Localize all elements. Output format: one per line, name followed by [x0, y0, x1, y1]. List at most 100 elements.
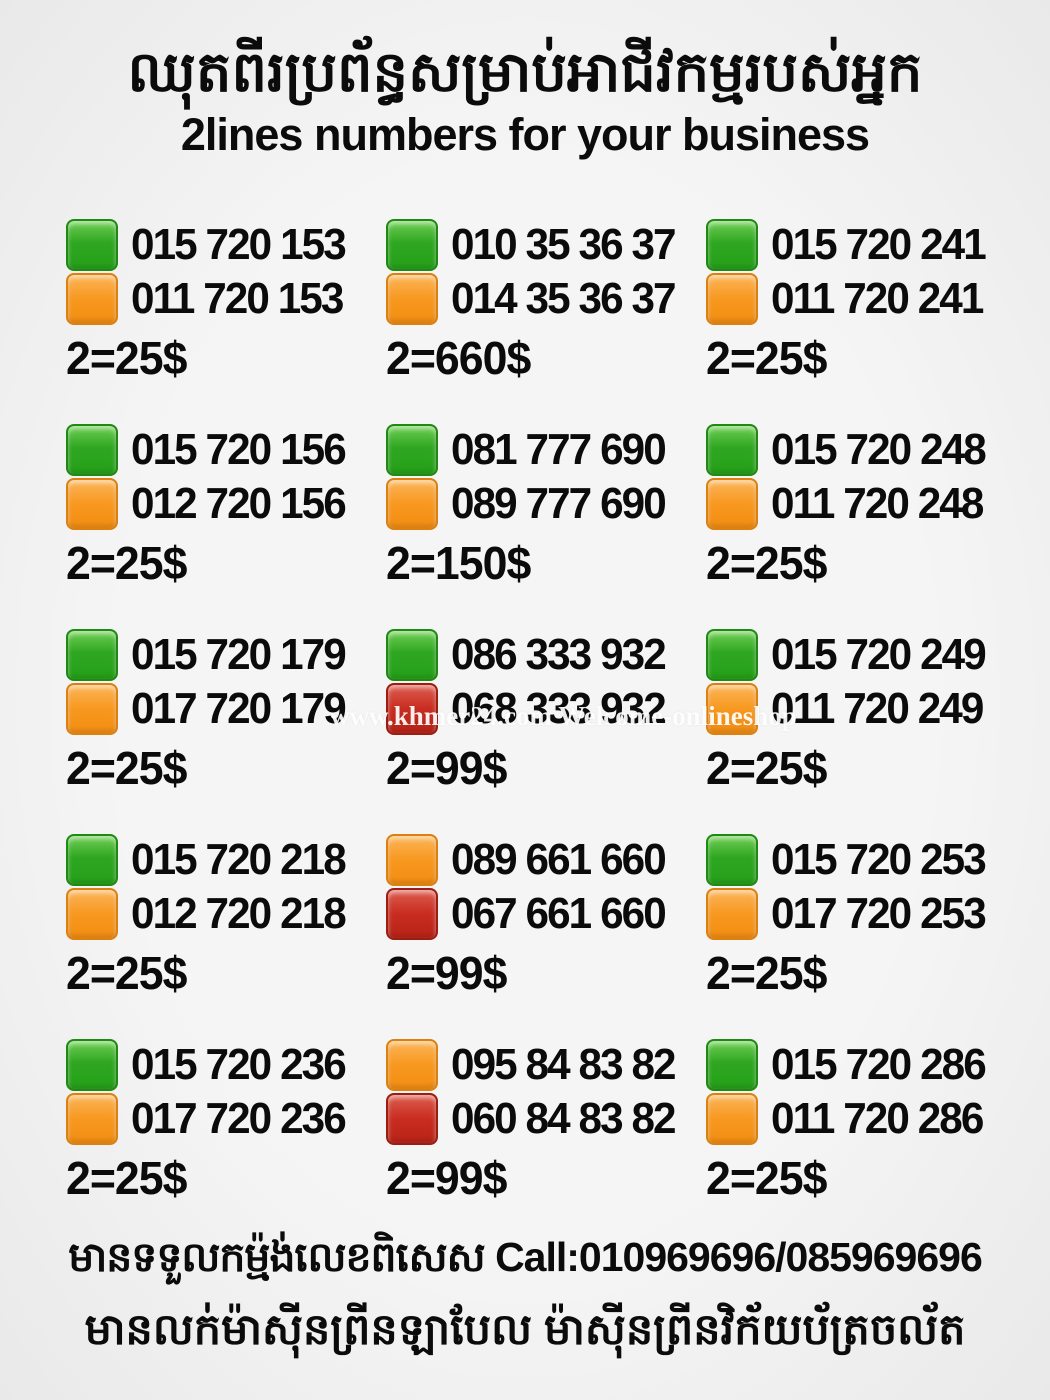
phone-number: 089 661 660	[451, 835, 667, 884]
orange-square-icon	[706, 273, 758, 325]
phone-number: 017 720 179	[131, 684, 347, 733]
green-square-icon	[706, 219, 758, 271]
number-line: 015 720 179	[66, 628, 386, 682]
red-square-icon	[386, 888, 438, 940]
phone-number: 017 720 236	[131, 1094, 347, 1143]
number-line: 089 777 690	[386, 477, 706, 531]
number-block: 015 720 286 011 720 286 2=25$	[706, 1038, 1026, 1204]
phone-number: 015 720 236	[131, 1040, 347, 1089]
phone-number: 089 777 690	[451, 479, 667, 528]
green-square-icon	[706, 834, 758, 886]
phone-number: 086 333 932	[451, 630, 667, 679]
number-block: 089 661 660 067 661 660 2=99$	[386, 833, 706, 999]
number-block: 081 777 690 089 777 690 2=150$	[386, 423, 706, 589]
number-block: 015 720 156 012 720 156 2=25$	[66, 423, 386, 589]
number-block: 015 720 153 011 720 153 2=25$	[66, 218, 386, 384]
orange-square-icon	[386, 478, 438, 530]
number-line: 011 720 153	[66, 272, 386, 326]
green-square-icon	[706, 1039, 758, 1091]
number-line: 067 661 660	[386, 887, 706, 941]
number-line: 060 84 83 82	[386, 1092, 706, 1146]
price-label: 2=25$	[66, 742, 187, 794]
green-square-icon	[66, 629, 118, 681]
number-line: 017 720 236	[66, 1092, 386, 1146]
green-square-icon	[386, 219, 438, 271]
phone-number: 011 720 248	[771, 479, 984, 528]
number-block: 010 35 36 37 014 35 36 37 2=660$	[386, 218, 706, 384]
number-line: 015 720 218	[66, 833, 386, 887]
phone-number: 067 661 660	[451, 889, 667, 938]
number-line: 015 720 253	[706, 833, 1026, 887]
green-square-icon	[386, 629, 438, 681]
number-line: 089 661 660	[386, 833, 706, 887]
orange-square-icon	[706, 478, 758, 530]
subtitle-english: 2lines numbers for your business	[180, 109, 870, 161]
phone-number: 015 720 156	[131, 425, 347, 474]
number-line: 017 720 179	[66, 682, 386, 736]
orange-square-icon	[386, 1039, 438, 1091]
phone-number: 015 720 241	[771, 220, 987, 269]
phone-number: 014 35 36 37	[451, 274, 677, 323]
number-block: 086 333 932 068 333 932 2=99$	[386, 628, 706, 794]
number-line: 081 777 690	[386, 423, 706, 477]
phone-number: 060 84 83 82	[451, 1094, 677, 1143]
footer-khmer-text: មានទទួលកម្ម៉ង់លេខពិសេស	[68, 1234, 485, 1280]
number-line: 095 84 83 82	[386, 1038, 706, 1092]
number-line: 011 720 249	[706, 682, 1026, 736]
number-line: 014 35 36 37	[386, 272, 706, 326]
phone-number: 011 720 241	[771, 274, 984, 323]
price-label: 2=25$	[706, 1152, 827, 1204]
call-numbers: Call:010969696/085969696	[495, 1234, 983, 1280]
price-label: 2=25$	[706, 332, 827, 384]
footer-line-1: មានទទួលកម្ម៉ង់លេខពិសេស Call:010969696/08…	[0, 1232, 1050, 1292]
phone-number: 015 720 248	[771, 425, 987, 474]
number-block: 015 720 248 011 720 248 2=25$	[706, 423, 1026, 589]
green-square-icon	[386, 424, 438, 476]
phone-number: 010 35 36 37	[451, 220, 677, 269]
phone-number: 015 720 249	[771, 630, 987, 679]
number-block: 015 720 253 017 720 253 2=25$	[706, 833, 1026, 999]
orange-square-icon	[66, 683, 118, 735]
phone-number: 011 720 286	[771, 1094, 984, 1143]
price-label: 2=99$	[386, 947, 507, 999]
number-block: 015 720 236 017 720 236 2=25$	[66, 1038, 386, 1204]
phone-number: 015 720 253	[771, 835, 987, 884]
price-label: 2=25$	[66, 332, 187, 384]
phone-number: 095 84 83 82	[451, 1040, 677, 1089]
number-line: 011 720 286	[706, 1092, 1026, 1146]
green-square-icon	[706, 629, 758, 681]
number-line: 015 720 248	[706, 423, 1026, 477]
number-line: 011 720 241	[706, 272, 1026, 326]
green-square-icon	[706, 424, 758, 476]
number-line: 015 720 156	[66, 423, 386, 477]
orange-square-icon	[66, 1093, 118, 1145]
green-square-icon	[66, 1039, 118, 1091]
number-block: 015 720 249 011 720 249 2=25$	[706, 628, 1026, 794]
phone-number: 015 720 179	[131, 630, 347, 679]
number-line: 010 35 36 37	[386, 218, 706, 272]
price-label: 2=25$	[66, 947, 187, 999]
phone-number: 012 720 156	[131, 479, 347, 528]
number-line: 012 720 156	[66, 477, 386, 531]
orange-square-icon	[386, 273, 438, 325]
phone-number: 015 720 153	[131, 220, 347, 269]
poster-header: ឈុតពីរប្រព័ន្ធសម្រាប់អាជីវកម្មរបស់អ្នក 2…	[0, 38, 1050, 161]
orange-square-icon	[66, 888, 118, 940]
red-square-icon	[386, 683, 438, 735]
title-khmer: ឈុតពីរប្រព័ន្ធសម្រាប់អាជីវកម្មរបស់អ្នក	[127, 40, 923, 103]
orange-square-icon	[706, 888, 758, 940]
number-line: 017 720 253	[706, 887, 1026, 941]
price-label: 2=25$	[66, 1152, 187, 1204]
price-label: 2=660$	[386, 332, 531, 384]
number-block: 095 84 83 82 060 84 83 82 2=99$	[386, 1038, 706, 1204]
phone-number: 015 720 218	[131, 835, 347, 884]
number-line: 086 333 932	[386, 628, 706, 682]
number-block: 015 720 179 017 720 179 2=25$	[66, 628, 386, 794]
phone-number: 017 720 253	[771, 889, 987, 938]
phone-number: 011 720 153	[131, 274, 344, 323]
orange-square-icon	[66, 478, 118, 530]
phone-number: 081 777 690	[451, 425, 667, 474]
price-label: 2=150$	[386, 537, 531, 589]
phone-number: 011 720 249	[771, 684, 984, 733]
